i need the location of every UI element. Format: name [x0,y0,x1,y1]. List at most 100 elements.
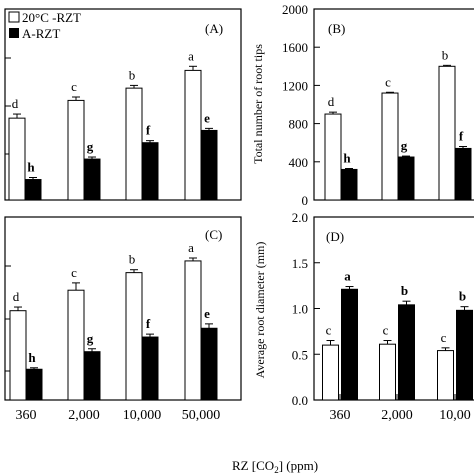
significance-letter: e [204,306,210,321]
panel-c-frame [4,216,242,401]
y-tick-label: 1600 [282,40,308,55]
significance-letter: a [344,269,351,284]
panel-c-bars: d h c g b f a e [9,240,218,401]
significance-letter: g [401,138,408,153]
significance-letter: f [459,129,464,144]
panel-b-bars: d h c g b f [324,47,472,201]
x-tick-label: 360 [330,408,351,423]
y-tick-label: 800 [289,117,309,132]
panel-d-ticks: 0.0 0.5 1.0 1.5 2.0 360 2,000 10,00 [292,210,471,423]
significance-letter: c [383,323,389,338]
significance-letter: f [146,316,151,331]
bar-20c-rzt [381,92,399,201]
significance-letter: d [328,94,335,109]
y-tick-label: 1.0 [292,302,308,317]
significance-letter: h [28,350,36,365]
bar-a-rzt [397,156,415,201]
bar-a-rzt [340,168,358,201]
panel-a-ticks [5,57,202,200]
bar-20c-rzt [437,350,454,401]
bar-20c-rzt [438,65,456,201]
panel-d-bars: c a c b c b [322,269,473,401]
bar-a-rzt [141,142,159,201]
panel-d-label: (D) [326,229,344,244]
significance-letter: c [385,74,391,89]
significance-letter: g [87,139,94,154]
significance-letter: c [326,323,332,338]
bar-20c-rzt [8,117,26,201]
panel-c-ticks: 360 2,000 10,000 50,000 [5,265,221,423]
panel-a-frame [4,8,242,201]
bar-20c-rzt [322,344,339,401]
legend-label-20c-rzt: 20°C -RZT [22,10,81,25]
y-tick-label: 0.5 [292,347,308,362]
bar-20c-rzt [9,310,27,401]
legend: 20°C -RZT A-RZT [8,10,81,41]
bar-20c-rzt [125,272,143,401]
bar-20c-rzt [379,343,396,401]
y-tick-label: 1200 [282,78,308,93]
bar-a-rzt [141,336,159,401]
significance-letter: a [188,48,194,63]
significance-letter: b [401,283,408,298]
x-tick-label: 10,00 [439,408,471,423]
bar-20c-rzt [184,69,202,201]
y-tick-label: 1.5 [292,256,308,271]
significance-letter: b [459,289,466,304]
bar-20c-rzt [67,99,85,201]
x-tick-label: 2,000 [68,408,100,423]
bar-a-rzt [454,147,472,201]
significance-letter: g [87,331,94,346]
significance-letter: h [27,159,35,174]
significance-letter: b [129,67,136,82]
bar-a-rzt [456,309,473,401]
panel-b: 0 400 800 1200 1600 2000 (B) Total number of … [251,2,474,208]
significance-letter: d [12,96,19,111]
x-tick-label: 360 [16,408,37,423]
y-tick-label: 0.0 [292,393,308,408]
significance-letter: c [71,79,77,94]
panel-d: 0.0 0.5 1.0 1.5 2.0 360 2,000 10,00 (D) Average… [253,210,474,423]
panel-a: (A) 20°C -RZT A-RZT d h c g b f a e [4,8,242,201]
bar-20c-rzt [184,260,202,401]
bar-a-rzt [83,351,101,401]
y-tick-label: 0 [302,193,309,208]
x-tick-label: 10,000 [123,408,162,423]
bar-a-rzt [200,129,218,201]
bar-a-rzt [200,327,218,401]
bar-20c-rzt [324,113,342,201]
significance-letter: a [188,240,194,255]
significance-letter: h [343,150,351,165]
panel-c-label: (C) [205,227,222,242]
x-tick-label: 2,000 [381,408,413,423]
y-tick-label: 2.0 [292,210,308,225]
panel-c: 360 2,000 10,000 50,000 (C) d h c g b f a e [4,216,242,423]
significance-letter: f [146,123,151,138]
panel-d-ylabel: Average root diameter (mm) [253,242,267,379]
significance-letter: b [129,252,136,267]
legend-swatch-open [8,11,20,23]
legend-swatch-filled [9,28,19,38]
bar-20c-rzt [67,289,85,401]
significance-letter: b [442,47,449,62]
bar-a-rzt [25,368,43,401]
x-tick-label: 50,000 [182,408,221,423]
significance-letter: d [13,289,20,304]
panel-b-ylabel: Total number of root tips [251,44,265,164]
bar-a-rzt [398,304,415,401]
panel-b-ticks: 0 400 800 1200 1600 2000 [282,2,456,208]
figure-xlabel: RZ [CO2] (ppm) [232,458,318,474]
bar-20c-rzt [125,87,143,201]
significance-letter: c [441,330,447,345]
y-tick-label: 2000 [282,2,308,17]
panel-a-label: (A) [205,21,223,36]
panel-b-label: (B) [328,21,345,36]
y-tick-label: 400 [289,155,309,170]
legend-label-a-rzt: A-RZT [22,26,60,41]
significance-letter: c [71,265,77,280]
significance-letter: e [204,110,210,125]
bar-a-rzt [24,179,42,201]
panel-a-bars: d h c g b f a e [8,48,218,201]
bar-a-rzt [341,288,358,401]
